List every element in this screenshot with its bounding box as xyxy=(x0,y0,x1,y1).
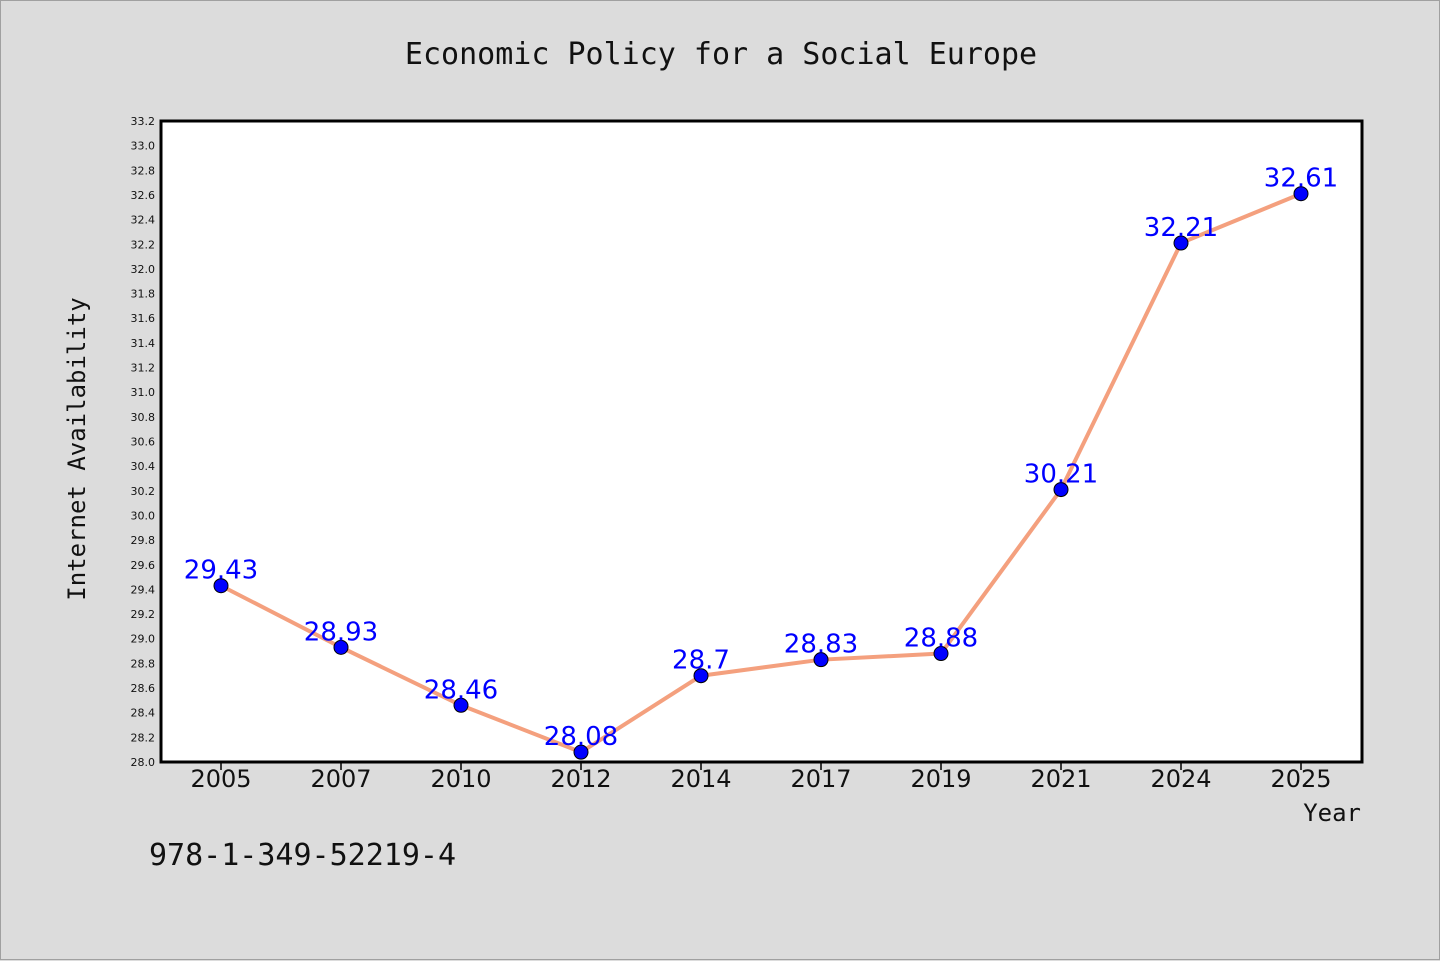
data-point xyxy=(573,744,589,760)
y-tick-label: 28.6 xyxy=(131,682,156,695)
y-tick-label: 32.2 xyxy=(131,238,156,251)
x-tick-label: 2005 xyxy=(190,765,251,793)
y-tick-label: 32.8 xyxy=(131,164,156,177)
x-axis-title: Year xyxy=(1303,799,1361,827)
x-tick-label: 2014 xyxy=(670,765,731,793)
data-point xyxy=(213,578,229,594)
x-axis-ticks: 2005 2007 2010 2012 2014 2017 2019 2021 2024 2025 xyxy=(190,762,1332,793)
y-tick-label: 29.4 xyxy=(131,583,156,596)
series-group: 29.43 28.93 28.46 28.08 28.7 28.83 28.88 30.21 3… xyxy=(184,164,1338,760)
y-tick-label: 32.0 xyxy=(131,263,156,276)
y-tick-label: 31.8 xyxy=(131,288,156,301)
data-label: 28.93 xyxy=(304,617,378,647)
data-label: 28.46 xyxy=(424,675,498,705)
data-point xyxy=(333,639,349,655)
x-tick-label: 2021 xyxy=(1030,765,1091,793)
y-tick-label: 28.4 xyxy=(131,707,156,720)
y-tick-label: 31.0 xyxy=(131,386,156,399)
y-tick-label: 28.0 xyxy=(131,756,156,769)
y-tick-label: 30.6 xyxy=(131,436,156,449)
y-tick-label: 33.0 xyxy=(131,140,156,153)
x-tick-label: 2010 xyxy=(430,765,491,793)
data-label: 28.83 xyxy=(784,630,858,660)
y-tick-label: 30.2 xyxy=(131,485,156,498)
data-point xyxy=(1053,482,1069,498)
y-tick-label: 29.2 xyxy=(131,608,156,621)
y-tick-label: 32.6 xyxy=(131,189,156,202)
data-label: 28.08 xyxy=(544,722,618,752)
y-tick-label: 28.2 xyxy=(131,731,156,744)
y-tick-label: 31.4 xyxy=(131,337,156,350)
data-label: 32.61 xyxy=(1264,164,1338,194)
y-tick-label: 28.8 xyxy=(131,657,156,670)
data-point xyxy=(1173,235,1189,251)
y-tick-label: 29.8 xyxy=(131,534,156,547)
y-axis-title: Internet Availability xyxy=(63,297,91,600)
x-tick-label: 2024 xyxy=(1150,765,1211,793)
y-tick-label: 31.6 xyxy=(131,312,156,325)
data-label: 30.21 xyxy=(1024,460,1098,490)
x-tick-label: 2019 xyxy=(910,765,971,793)
isbn-footer: 978-1-349-52219-4 xyxy=(149,838,456,873)
data-label: 28.7 xyxy=(672,646,730,676)
data-point xyxy=(1293,186,1309,202)
data-label: 28.88 xyxy=(904,624,978,654)
data-point xyxy=(453,697,469,713)
x-tick-label: 2007 xyxy=(310,765,371,793)
chart-title: Economic Policy for a Social Europe xyxy=(405,37,1037,72)
y-tick-label: 30.0 xyxy=(131,509,156,522)
data-label: 29.43 xyxy=(184,556,258,586)
series-line xyxy=(220,191,1302,755)
x-tick-label: 2017 xyxy=(790,765,851,793)
y-tick-label: 33.2 xyxy=(131,115,156,128)
y-tick-label: 30.8 xyxy=(131,411,156,424)
y-tick-label: 29.0 xyxy=(131,633,156,646)
data-point xyxy=(813,652,829,668)
y-tick-label: 29.6 xyxy=(131,559,156,572)
x-tick-label: 2012 xyxy=(550,765,611,793)
data-point xyxy=(693,668,709,684)
x-tick-label: 2025 xyxy=(1270,765,1331,793)
y-tick-label: 30.4 xyxy=(131,460,156,473)
data-label: 32.21 xyxy=(1144,213,1218,243)
y-tick-label: 32.4 xyxy=(131,214,156,227)
y-tick-label: 31.2 xyxy=(131,362,156,375)
data-point xyxy=(933,646,949,662)
